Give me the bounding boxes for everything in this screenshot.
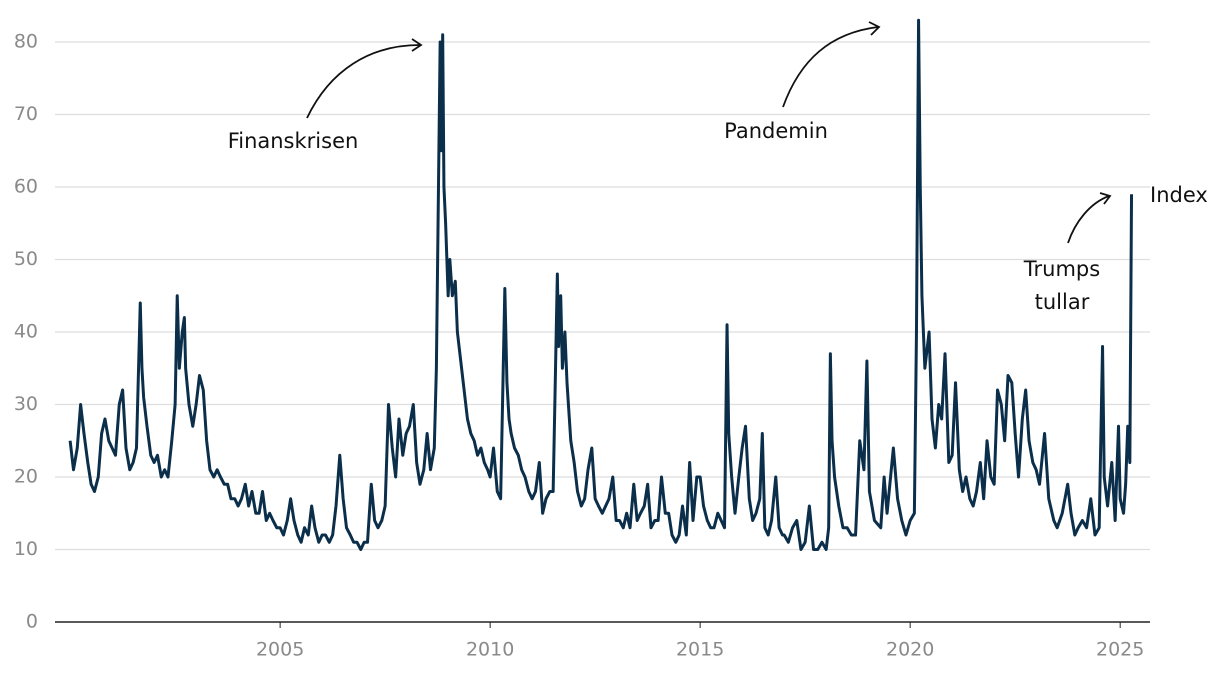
y-tick-label: 50 (14, 248, 38, 270)
annotation-arrowhead (868, 21, 881, 36)
y-tick-label: 40 (14, 321, 38, 343)
annotation-arrowhead (1099, 192, 1112, 205)
annotation-arrowhead (411, 38, 423, 52)
annotation: Trumps (1023, 257, 1100, 281)
y-tick-label: 20 (14, 466, 38, 488)
x-tick-label: 2015 (676, 639, 724, 661)
annotation-arrow (1067, 195, 1110, 244)
x-tick-label: 2025 (1096, 639, 1144, 661)
y-tick-label: 60 (14, 176, 38, 198)
y-tick-label: 70 (14, 103, 38, 125)
annotation-arrow (306, 44, 421, 119)
x-tick-label: 2020 (886, 639, 934, 661)
line-series (68, 18, 1134, 551)
y-axis-label: Index (1150, 183, 1208, 207)
grid (55, 41, 1150, 628)
annotation: Pandemin (724, 119, 828, 143)
annotation-arrow (782, 26, 879, 108)
x-tick-label: 2010 (466, 639, 514, 661)
y-tick-label: 0 (26, 611, 38, 633)
y-tick-label: 30 (14, 393, 38, 415)
annotation: tullar (1035, 290, 1090, 314)
y-tick-label: 80 (14, 31, 38, 53)
x-tick-label: 2005 (256, 639, 304, 661)
y-tick-label: 10 (14, 538, 38, 560)
annotation: Finanskrisen (228, 129, 359, 153)
